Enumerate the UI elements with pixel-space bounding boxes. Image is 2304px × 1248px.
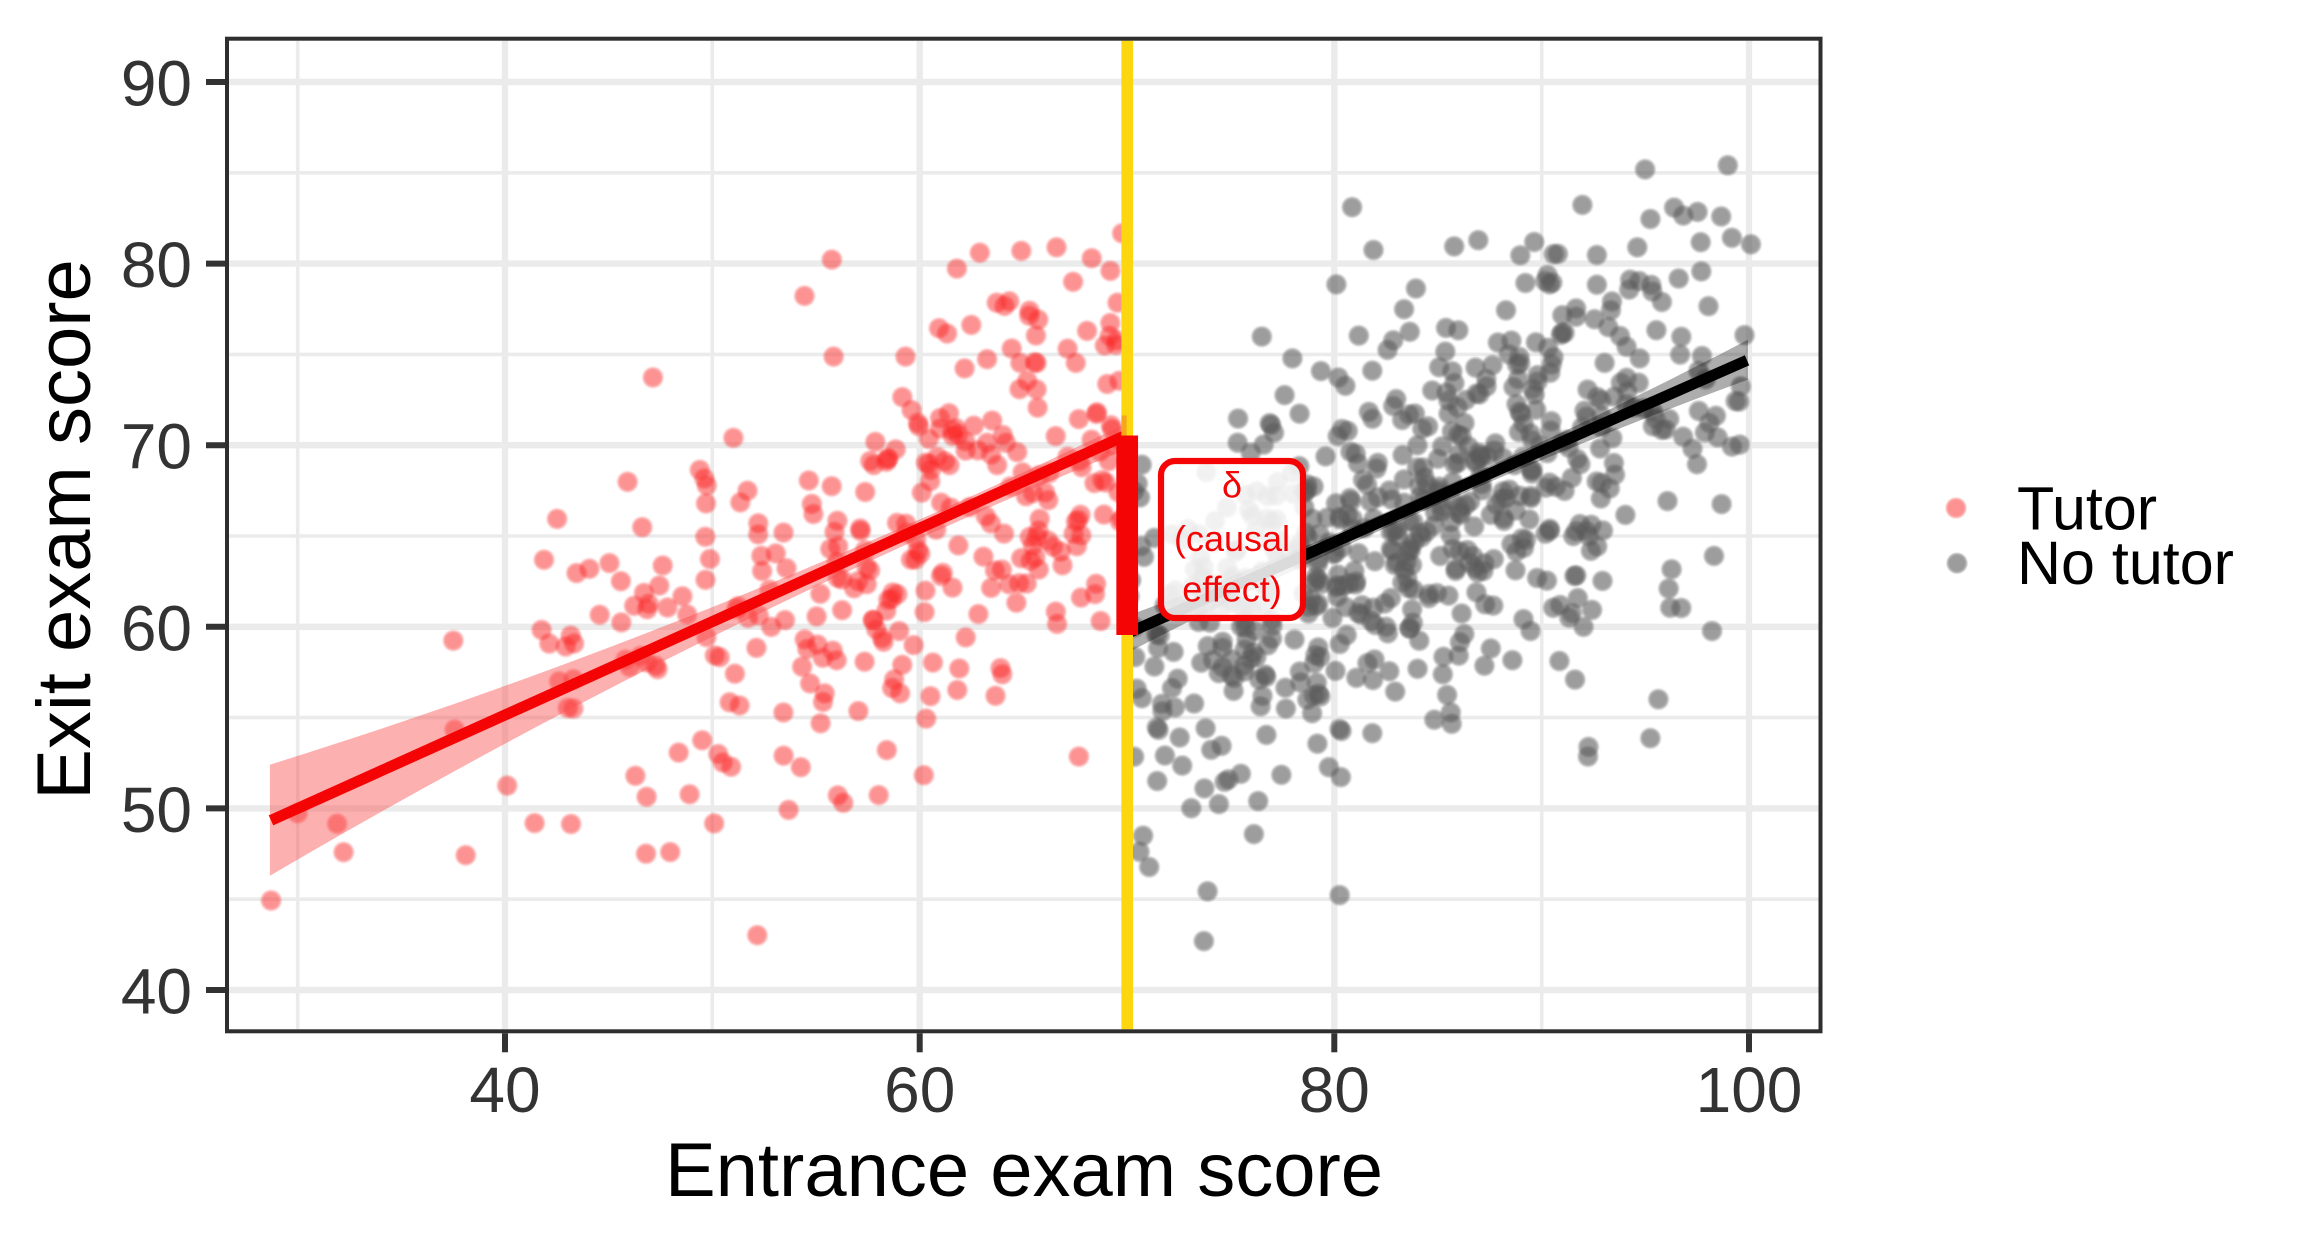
svg-text:(causal: (causal	[1174, 518, 1290, 559]
svg-text:80: 80	[121, 229, 192, 301]
svg-text:100: 100	[1696, 1054, 1803, 1126]
svg-text:Entrance exam score: Entrance exam score	[665, 1128, 1383, 1213]
svg-text:40: 40	[121, 956, 192, 1028]
svg-text:60: 60	[884, 1054, 955, 1126]
svg-text:Exit exam score: Exit exam score	[22, 259, 107, 800]
svg-text:δ: δ	[1222, 465, 1242, 506]
svg-text:80: 80	[1299, 1054, 1370, 1126]
svg-text:effect): effect)	[1182, 568, 1281, 609]
svg-text:90: 90	[121, 48, 192, 120]
svg-text:70: 70	[121, 411, 192, 483]
svg-text:60: 60	[121, 592, 192, 664]
svg-text:50: 50	[121, 774, 192, 846]
svg-text:Tutor: Tutor	[2017, 475, 2157, 543]
svg-text:No tutor: No tutor	[2017, 529, 2234, 597]
svg-text:40: 40	[469, 1054, 540, 1126]
